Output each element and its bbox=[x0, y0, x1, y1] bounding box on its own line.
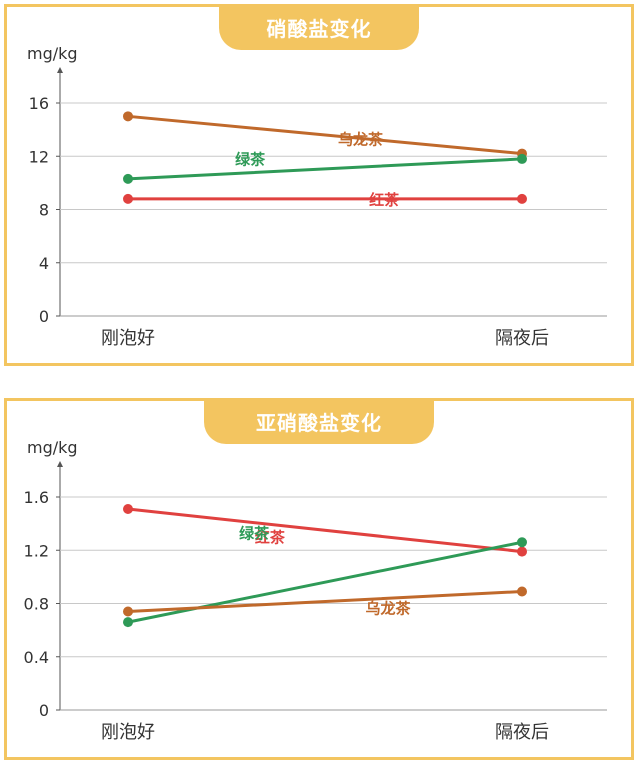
series-line bbox=[126, 157, 524, 181]
chart-title-tab: 硝酸盐变化 bbox=[219, 4, 419, 50]
series-line bbox=[126, 507, 524, 554]
series-line bbox=[126, 114, 524, 156]
chart-title-tab: 亚硝酸盐变化 bbox=[204, 398, 434, 444]
x-category-label: 刚泡好 bbox=[101, 722, 155, 743]
y-axis-arrow bbox=[57, 461, 63, 467]
y-tick-label: 16 bbox=[29, 94, 49, 113]
series-line bbox=[126, 540, 524, 624]
data-point bbox=[123, 617, 133, 628]
chart-title: 亚硝酸盐变化 bbox=[256, 410, 382, 435]
data-point bbox=[517, 586, 527, 597]
y-tick-label: 8 bbox=[39, 201, 49, 220]
chart-title: 硝酸盐变化 bbox=[266, 16, 372, 41]
nitrite-chart-panel: 亚硝酸盐变化 mg/kg 0 0.4 0.8 1.2 1.6 刚泡好 隔夜后 红茶 绿茶乌龙茶 bbox=[4, 398, 634, 760]
data-point bbox=[517, 537, 527, 548]
series-label: 红茶 bbox=[255, 528, 286, 546]
y-tick-label: 0.8 bbox=[24, 595, 49, 614]
y-tick-label: 0 bbox=[39, 307, 49, 326]
series-label: 红茶 bbox=[369, 191, 400, 209]
y-tick-label: 12 bbox=[29, 147, 49, 166]
y-tick-label: 0 bbox=[39, 701, 49, 720]
x-category-label: 刚泡好 bbox=[101, 328, 155, 349]
data-point bbox=[517, 193, 527, 204]
data-point bbox=[123, 193, 133, 204]
series-line bbox=[126, 590, 524, 613]
data-point bbox=[123, 503, 133, 514]
y-tick-label: 4 bbox=[39, 254, 49, 273]
data-point bbox=[123, 111, 133, 122]
y-tick-label: 0.4 bbox=[24, 648, 49, 667]
series-label: 乌龙茶 bbox=[338, 130, 384, 148]
series-label: 绿茶 bbox=[235, 151, 266, 169]
data-point bbox=[123, 606, 133, 617]
series-label: 绿茶 bbox=[239, 525, 270, 543]
data-point bbox=[517, 153, 527, 164]
y-tick-label: 1.2 bbox=[24, 541, 49, 560]
y-axis-unit-label: mg/kg bbox=[27, 438, 78, 457]
series-label: 乌龙茶 bbox=[366, 599, 412, 617]
y-axis-unit-label: mg/kg bbox=[27, 44, 78, 63]
x-category-label: 隔夜后 bbox=[495, 722, 549, 743]
y-axis-arrow bbox=[57, 67, 63, 73]
x-category-label: 隔夜后 bbox=[495, 328, 549, 349]
y-tick-label: 1.6 bbox=[24, 488, 49, 507]
nitrate-chart-panel: 硝酸盐变化 mg/kg 0 4 8 12 16 刚泡好 隔夜后 乌龙茶绿茶红茶 bbox=[4, 4, 634, 366]
data-point bbox=[517, 546, 527, 557]
data-point bbox=[123, 173, 133, 184]
